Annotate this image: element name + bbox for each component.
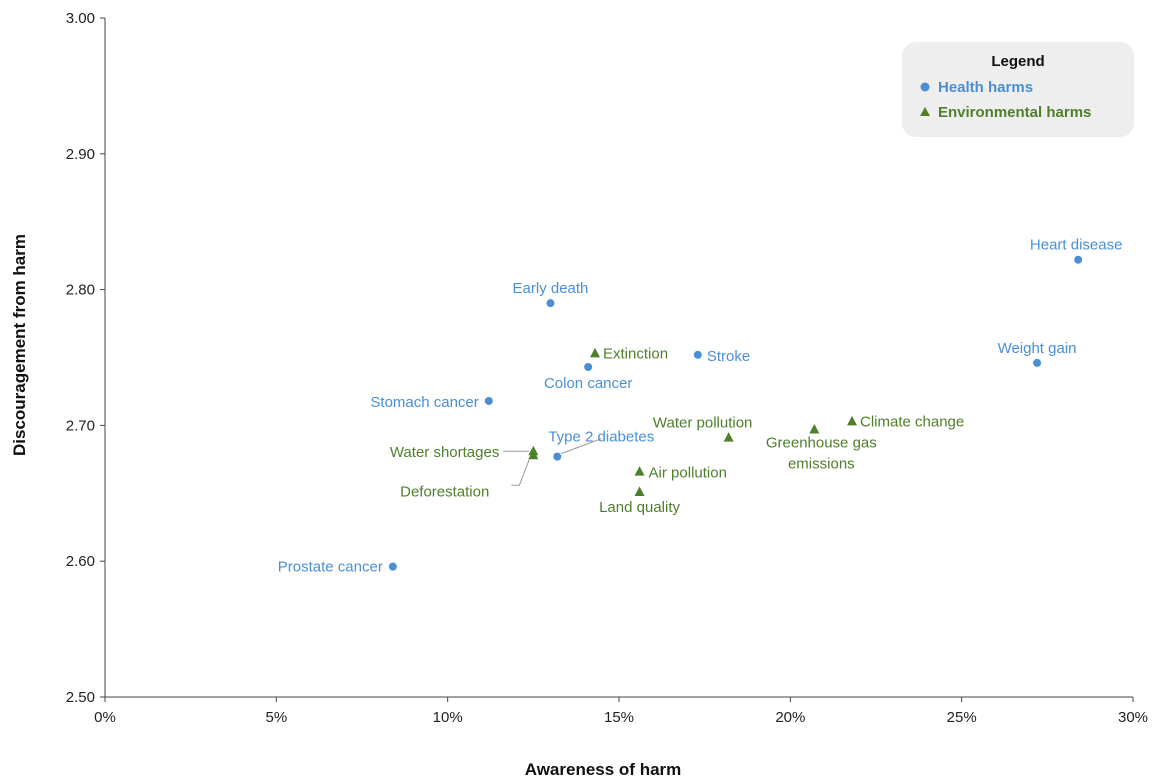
- label-colon-cancer: Colon cancer: [544, 375, 632, 392]
- leader-line-type-2-diabetes: [561, 438, 602, 455]
- point-land-quality: [634, 486, 645, 496]
- x-tick-label: 25%: [947, 709, 977, 726]
- label-water-shortages: Water shortages: [390, 444, 500, 461]
- point-water-pollution: [723, 432, 734, 442]
- x-tick-label: 30%: [1118, 709, 1148, 726]
- x-tick-label: 0%: [94, 709, 116, 726]
- legend-health-label: Health harms: [938, 79, 1033, 96]
- point-prostate-cancer: [388, 562, 397, 571]
- label-stomach-cancer: Stomach cancer: [370, 394, 478, 411]
- label-line: Greenhouse gas: [766, 434, 877, 451]
- x-tick-label: 10%: [433, 709, 463, 726]
- point-labels: Heart disease Weight gain Early death Strok…: [278, 237, 1123, 576]
- x-tick-label: 20%: [775, 709, 805, 726]
- label-stroke: Stroke: [707, 348, 750, 365]
- label-early-death: Early death: [513, 280, 589, 297]
- y-tick-label: 3.00: [66, 10, 95, 27]
- label-deforestation: Deforestation: [400, 483, 489, 500]
- label-climate-change: Climate change: [860, 413, 964, 430]
- label-land-quality: Land quality: [599, 499, 680, 516]
- point-stomach-cancer: [484, 396, 493, 405]
- label-line: emissions: [788, 455, 855, 472]
- label-greenhouse-gas-emissions: Greenhouse gas emissions: [766, 434, 877, 472]
- point-colon-cancer: [584, 363, 593, 372]
- x-axis-title: Awareness of harm: [525, 760, 682, 779]
- x-tick-label: 5%: [265, 709, 287, 726]
- point-air-pollution: [634, 466, 645, 476]
- legend-box: [902, 42, 1134, 137]
- legend-environmental-marker: [920, 107, 930, 116]
- legend-health-marker: [920, 82, 930, 92]
- point-greenhouse-gas-emissions: [809, 423, 820, 434]
- label-prostate-cancer: Prostate cancer: [278, 559, 383, 576]
- legend: Legend Health harms Environmental harms: [902, 42, 1134, 137]
- label-heart-disease: Heart disease: [1030, 237, 1123, 254]
- y-tick-label: 2.60: [66, 553, 95, 570]
- label-air-pollution: Air pollution: [649, 465, 727, 482]
- legend-title: Legend: [991, 53, 1044, 70]
- label-water-pollution: Water pollution: [653, 415, 753, 432]
- point-climate-change: [847, 415, 858, 426]
- x-tick-label: 15%: [604, 709, 634, 726]
- axes: 2.50 2.60 2.70 2.80 2.90 3.00 0% 5% 10% 15% 20% 25%…: [66, 10, 1148, 726]
- y-tick-label: 2.80: [66, 282, 95, 299]
- leader-lines: [503, 438, 602, 486]
- label-type-2-diabetes: Type 2 diabetes: [548, 429, 654, 446]
- leader-line-deforestation: [511, 459, 530, 486]
- point-deforestation: [528, 449, 539, 460]
- label-extinction: Extinction: [603, 345, 668, 362]
- y-tick-label: 2.90: [66, 146, 95, 163]
- point-heart-disease: [1074, 255, 1083, 264]
- y-axis-title: Discouragement from harm: [10, 234, 29, 456]
- y-tick-label: 2.50: [66, 689, 95, 706]
- data-points: [388, 255, 1083, 571]
- y-tick-label: 2.70: [66, 417, 95, 434]
- point-stroke: [693, 350, 702, 359]
- label-weight-gain: Weight gain: [998, 340, 1077, 357]
- point-extinction: [590, 347, 601, 358]
- point-type-2-diabetes: [553, 452, 562, 461]
- point-weight-gain: [1033, 358, 1042, 367]
- legend-environmental-label: Environmental harms: [938, 104, 1091, 121]
- point-early-death: [546, 299, 555, 308]
